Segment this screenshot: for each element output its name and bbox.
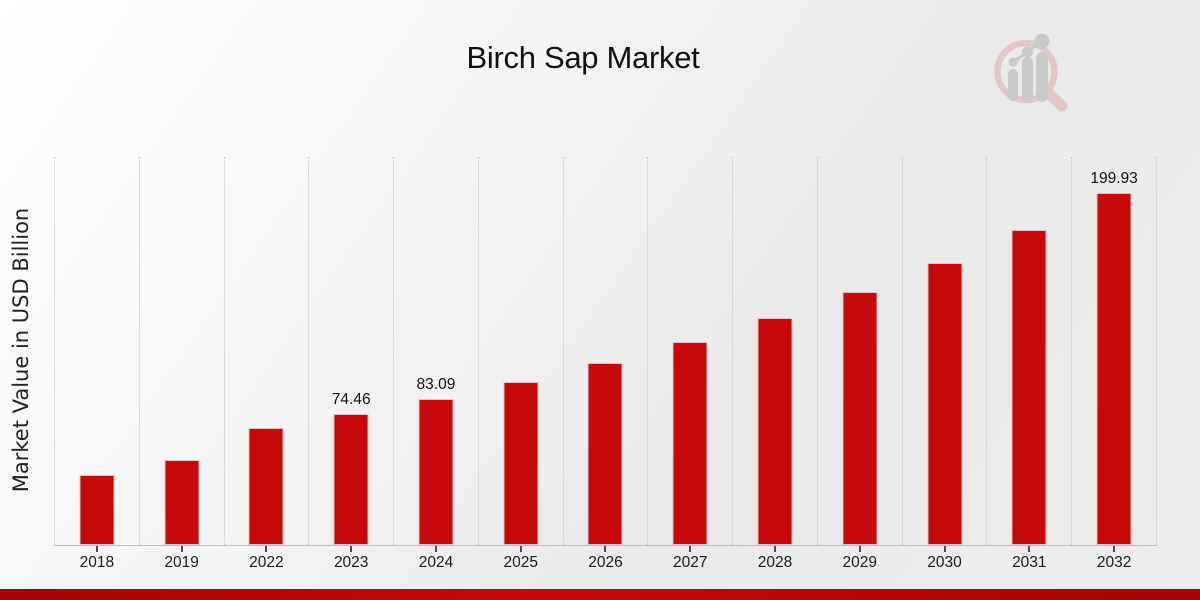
bar-2030 [927,262,963,545]
x-axis-tick [858,546,861,552]
x-axis-tick [1113,546,1116,552]
bar-2027 [672,341,708,545]
x-axis-tick [774,546,776,552]
category-cell-2025: 2025 [477,157,563,571]
bar-2022 [248,427,284,545]
category-cell-2023: 74.46 2023 [308,157,393,571]
bar-2028 [757,318,793,545]
x-axis-label-2028: 2028 [757,554,793,571]
bar-2032 [1096,193,1132,545]
x-axis-tick [519,546,522,552]
bar-2031 [1011,229,1047,545]
x-axis-label-2018: 2018 [79,554,115,571]
category-cell-2022: 2022 [223,157,309,571]
x-axis-tick [1028,546,1031,552]
x-axis-tick [265,546,268,552]
value-label-2032: 199.93 [1090,170,1138,188]
x-axis-tick [434,546,437,552]
value-label-2023: 74.46 [331,390,371,408]
category-cell-2031: 2031 [986,157,1071,571]
bar-2024 [418,398,454,545]
x-axis-label-2030: 2030 [927,554,962,571]
value-label-2024: 83.09 [416,375,456,393]
bar-chart-plot-area: 2018 2019 2022 74.46 2023 83.09 2024 2025 2026 20… [54,157,1157,571]
x-axis-label-2027: 2027 [673,554,708,571]
category-cell-2024: 83.09 2024 [393,157,478,571]
x-axis-label-2031: 2031 [1012,554,1047,571]
x-axis-label-2022: 2022 [249,554,284,571]
category-cell-2019: 2019 [138,157,224,571]
x-axis-tick [350,546,353,552]
x-axis-tick [604,546,607,552]
bar-2023 [333,413,369,545]
bar-2025 [503,381,539,545]
x-axis-tick [95,546,98,552]
bar-2026 [587,362,623,545]
y-axis-label: Market Value in USD Billion [9,207,33,493]
category-cell-2028: 2028 [732,157,817,571]
x-axis-label-2026: 2026 [588,554,623,571]
bar-2019 [164,460,200,545]
x-axis-label-2029: 2029 [842,554,878,571]
x-axis-label-2025: 2025 [503,554,538,571]
x-axis-label-2024: 2024 [418,554,454,571]
bar-2018 [79,474,115,545]
bottom-accent-bar [0,589,1200,600]
category-cell-2027: 2027 [647,157,732,571]
category-cell-2026: 2026 [562,157,648,571]
bar-2029 [842,291,878,545]
category-cell-2032: 199.93 2032 [1071,157,1157,571]
market-research-logo-icon [985,28,1075,113]
category-cell-2018: 2018 [54,157,139,571]
category-cell-2029: 2029 [816,157,902,571]
x-axis-tick [689,546,692,552]
x-axis-tick [180,546,183,552]
magnifier-bar-chart-icon [994,33,1068,112]
category-cell-2030: 2030 [901,157,987,571]
chart-title: Birch Sap Market [466,40,700,75]
x-axis-label-2032: 2032 [1096,554,1132,571]
x-axis-tick [943,546,946,552]
x-axis-label-2023: 2023 [333,554,369,571]
x-axis-label-2019: 2019 [164,554,199,571]
